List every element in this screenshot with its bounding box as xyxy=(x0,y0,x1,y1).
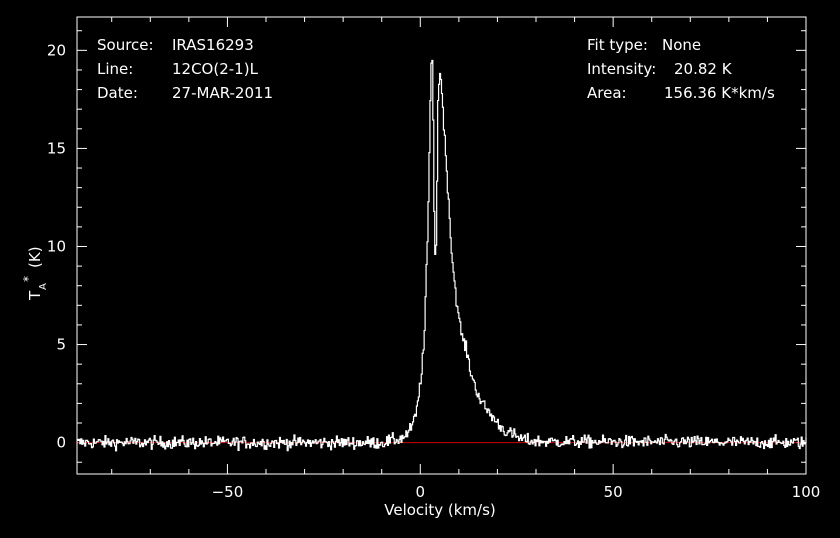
x-axis-label: Velocity (km/s) xyxy=(384,501,495,519)
y-axis-label-unit: (K) xyxy=(26,246,44,268)
x-tick-label: 100 xyxy=(792,483,821,501)
line-value: 12CO(2-1)L xyxy=(172,60,259,78)
fit-type-label: Fit type: xyxy=(587,36,648,54)
y-tick-label: 20 xyxy=(47,41,66,59)
date-label: Date: xyxy=(97,84,138,102)
y-axis-label: T A * (K) xyxy=(21,246,49,301)
source-value: IRAS16293 xyxy=(172,36,254,54)
x-tick-label: −50 xyxy=(212,483,244,501)
source-label: Source: xyxy=(97,36,154,54)
x-tick-label: 0 xyxy=(416,483,426,501)
y-tick-label: 15 xyxy=(47,139,66,157)
plot-frame xyxy=(76,16,807,475)
y-axis-label-subscript: A xyxy=(38,283,49,290)
date-value: 27-MAR-2011 xyxy=(172,84,273,102)
fit-type-value: None xyxy=(662,36,701,54)
x-tick-label: 50 xyxy=(604,483,623,501)
intensity-value: 20.82 K xyxy=(674,60,733,78)
y-tick-label: 10 xyxy=(47,237,66,255)
area-label: Area: xyxy=(587,84,627,102)
axis-tick-labels: −50 0 50 100 0 5 10 15 20 xyxy=(47,41,820,501)
y-axis-label-superscript: * xyxy=(21,276,35,282)
spectrum-line xyxy=(77,59,807,452)
y-tick-label: 0 xyxy=(56,434,66,452)
line-label: Line: xyxy=(97,60,133,78)
area-value: 156.36 K*km/s xyxy=(664,84,775,102)
y-axis-label-main: T xyxy=(26,290,44,301)
intensity-label: Intensity: xyxy=(587,60,656,78)
y-tick-label: 5 xyxy=(56,336,66,354)
